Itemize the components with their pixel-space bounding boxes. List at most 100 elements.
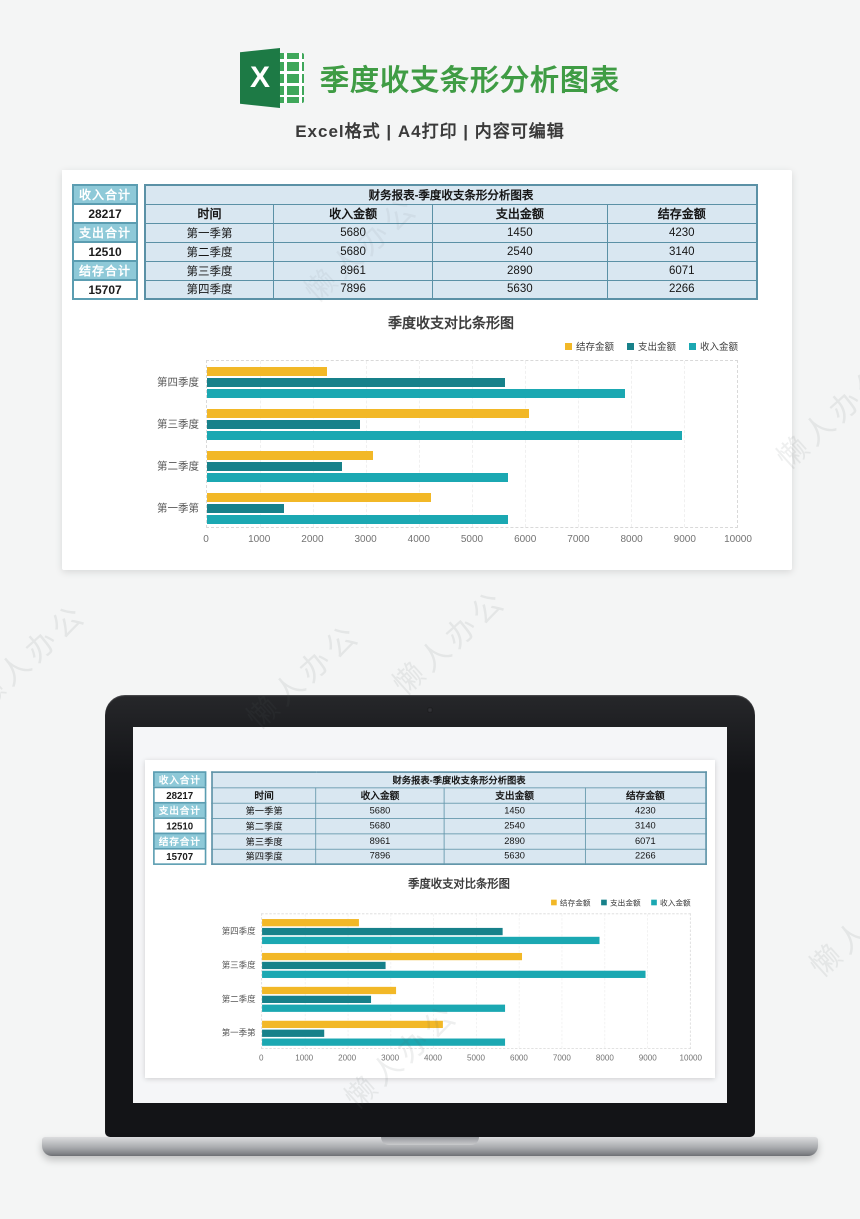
cell: 4230 [584, 802, 707, 819]
cell: 第三季度 [144, 260, 275, 281]
cell: 7896 [315, 848, 445, 865]
category-label: 第三季度 [157, 418, 199, 431]
col-header-expense: 支出金额 [432, 203, 608, 224]
sidebar-expense-total-value: 12510 [72, 241, 138, 262]
sidebar-balance-total-value: 15707 [72, 279, 138, 300]
sidebar-balance-total-label: 结存合计 [153, 832, 207, 850]
bar-group-q2: 第二季度 [157, 445, 737, 487]
cell: 3140 [584, 817, 707, 834]
gridline [472, 361, 473, 527]
legend-label: 支出金额 [609, 898, 641, 908]
laptop-base [42, 1137, 818, 1156]
x-tick: 4000 [424, 1053, 443, 1063]
sidebar-balance-total-label: 结存合计 [72, 260, 138, 281]
bar-chart: 季度收支对比条形图 结存金额 支出金额 收入金额 第四季度 第三季度 [211, 875, 707, 1066]
cell: 1450 [443, 802, 586, 819]
legend-item-expense: 支出金额 [626, 339, 676, 353]
gridline [304, 914, 306, 1049]
sidebar-balance-total-value: 15707 [153, 847, 207, 865]
legend-item-income: 收入金额 [651, 896, 691, 908]
cell: 5630 [432, 279, 608, 300]
cell: 6071 [584, 833, 707, 850]
gridline [419, 361, 420, 527]
bar-income [207, 430, 682, 440]
worksheet-preview: 收入合计 28217 支出合计 12510 结存合计 15707 财务报表-季度… [62, 170, 768, 550]
gridline [475, 914, 477, 1049]
table-header-row: 时间 收入金额 支出金额 结存金额 [144, 203, 758, 224]
sidebar-expense-total-label: 支出合计 [72, 222, 138, 243]
gridline [525, 361, 526, 527]
x-tick: 7000 [552, 1053, 571, 1063]
x-tick: 3000 [354, 534, 377, 545]
totals-sidebar: 收入合计 28217 支出合计 12510 结存合计 15707 [153, 771, 207, 865]
legend-item-balance: 结存金额 [551, 896, 591, 908]
col-header-expense: 支出金额 [443, 787, 586, 804]
sheet-card-laptop: 收入合计 28217 支出合计 12510 结存合计 15707 财务报表-季度… [145, 760, 715, 1078]
x-tick: 4000 [407, 534, 430, 545]
bar-expense [207, 419, 361, 429]
col-header-income: 收入金额 [315, 787, 445, 804]
laptop-screen: 收入合计 28217 支出合计 12510 结存合计 15707 财务报表-季度… [133, 727, 727, 1103]
bar-balance [262, 1020, 444, 1028]
cell: 2890 [432, 260, 608, 281]
cell: 1450 [432, 222, 608, 243]
cell: 第四季度 [144, 279, 275, 300]
bar-balance [207, 450, 374, 460]
table-row: 第四季度 7896 5630 2266 [144, 279, 758, 300]
bar-income [262, 1004, 506, 1012]
gridline [366, 361, 367, 527]
category-label: 第四季度 [157, 376, 199, 389]
bar-balance [207, 408, 529, 418]
sheet-card-main: 收入合计 28217 支出合计 12510 结存合计 15707 财务报表-季度… [62, 170, 792, 570]
category-label: 第三季度 [221, 960, 256, 971]
cell: 2540 [432, 241, 608, 262]
gridline [347, 914, 349, 1049]
bar-income [262, 970, 646, 978]
legend-label: 结存金额 [559, 898, 591, 908]
chart-title: 季度收支对比条形图 [408, 877, 510, 890]
gridline [578, 361, 579, 527]
cell: 8961 [273, 260, 434, 281]
x-tick: 1000 [295, 1053, 314, 1063]
bar-expense [262, 1029, 325, 1037]
x-tick: 5000 [467, 1053, 485, 1063]
legend-swatch-darkteal [601, 899, 607, 905]
laptop-camera-dot [427, 707, 433, 713]
bar-income [207, 472, 509, 482]
cell: 2266 [606, 279, 758, 300]
bar-balance [207, 366, 328, 376]
gridline [647, 914, 648, 1049]
cell: 第三季度 [211, 833, 317, 850]
legend-label: 收入金额 [660, 898, 691, 908]
bar-income [262, 936, 600, 944]
category-label: 第一季第 [157, 502, 199, 515]
gridline [390, 914, 392, 1049]
x-tick: 9000 [638, 1053, 657, 1063]
bar-balance [207, 492, 432, 502]
laptop-base-notch [381, 1137, 479, 1145]
bar-group-q1: 第一季第 [157, 487, 737, 529]
page-subtitle: Excel格式 | A4打印 | 内容可编辑 [295, 122, 565, 141]
bar-income [262, 1038, 506, 1046]
bar-expense [207, 503, 284, 513]
x-tick: 1000 [248, 534, 271, 545]
bar-balance [262, 986, 397, 994]
table-title-row: 财务报表-季度收支条形分析图表 [211, 771, 707, 788]
excel-x-letter: X [249, 61, 270, 94]
chart-legend: 结存金额 支出金额 收入金额 [144, 339, 758, 353]
category-label: 第二季度 [157, 460, 199, 473]
bar-expense [262, 927, 503, 935]
bar-income [207, 388, 626, 398]
table-title-row: 财务报表-季度收支条形分析图表 [144, 184, 758, 205]
cell: 第一季第 [144, 222, 275, 243]
gridline [518, 914, 520, 1049]
x-axis: 0 1000 2000 3000 4000 5000 6000 7000 800… [259, 1052, 702, 1067]
cell: 5680 [273, 222, 434, 243]
cell: 8961 [315, 833, 445, 850]
cell: 第四季度 [211, 848, 317, 865]
excel-logo-icon: X [239, 48, 304, 108]
legend-swatch-teal [651, 899, 657, 905]
table-row: 第四季度 7896 5630 2266 [211, 848, 707, 865]
watermark: 懒人办公 [804, 865, 860, 984]
bar-income [207, 514, 509, 524]
